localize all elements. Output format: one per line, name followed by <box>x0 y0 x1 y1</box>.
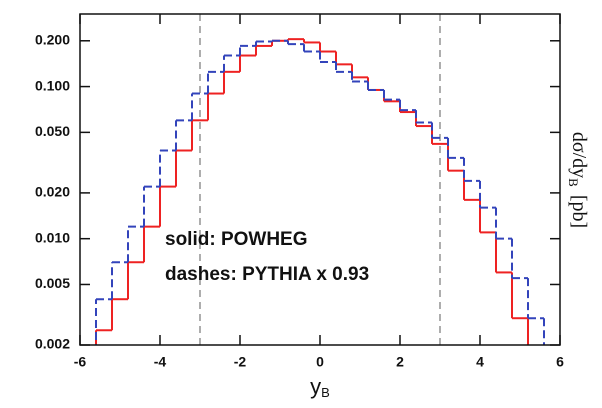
plot-area <box>95 14 545 345</box>
y-label-sub: B <box>566 178 581 187</box>
frame <box>79 13 561 346</box>
legend-label: solid: POWHEG <box>165 229 308 250</box>
y-tick-label: 0.050 <box>35 123 70 139</box>
x-tick-label: 4 <box>476 354 484 370</box>
legend-label: dashes: PYTHIA x 0.93 <box>165 264 369 285</box>
y-axis-label: dσ/dyB [pb] <box>566 132 590 228</box>
x-label-sub: B <box>321 385 330 400</box>
y-label-main: dσ/dy <box>568 132 590 178</box>
x-tick-label: 2 <box>396 354 404 370</box>
x-label-main: y <box>310 374 321 399</box>
x-axis-label: yB <box>310 374 330 401</box>
y-tick-label: 0.200 <box>35 31 70 47</box>
y-tick-label: 0.002 <box>35 336 70 352</box>
y-label-unit: [pb] <box>568 195 590 228</box>
x-tick-label: -6 <box>74 354 87 370</box>
x-tick-label: 6 <box>556 354 564 370</box>
x-tick-label: -2 <box>234 354 247 370</box>
x-tick-label: 0 <box>316 354 324 370</box>
y-tick-label: 0.020 <box>35 184 70 200</box>
y-tick-label: 0.005 <box>35 275 70 291</box>
x-tick-label: -4 <box>154 354 167 370</box>
y-tick-label: 0.010 <box>35 229 70 245</box>
y-tick-label: 0.100 <box>35 77 70 93</box>
